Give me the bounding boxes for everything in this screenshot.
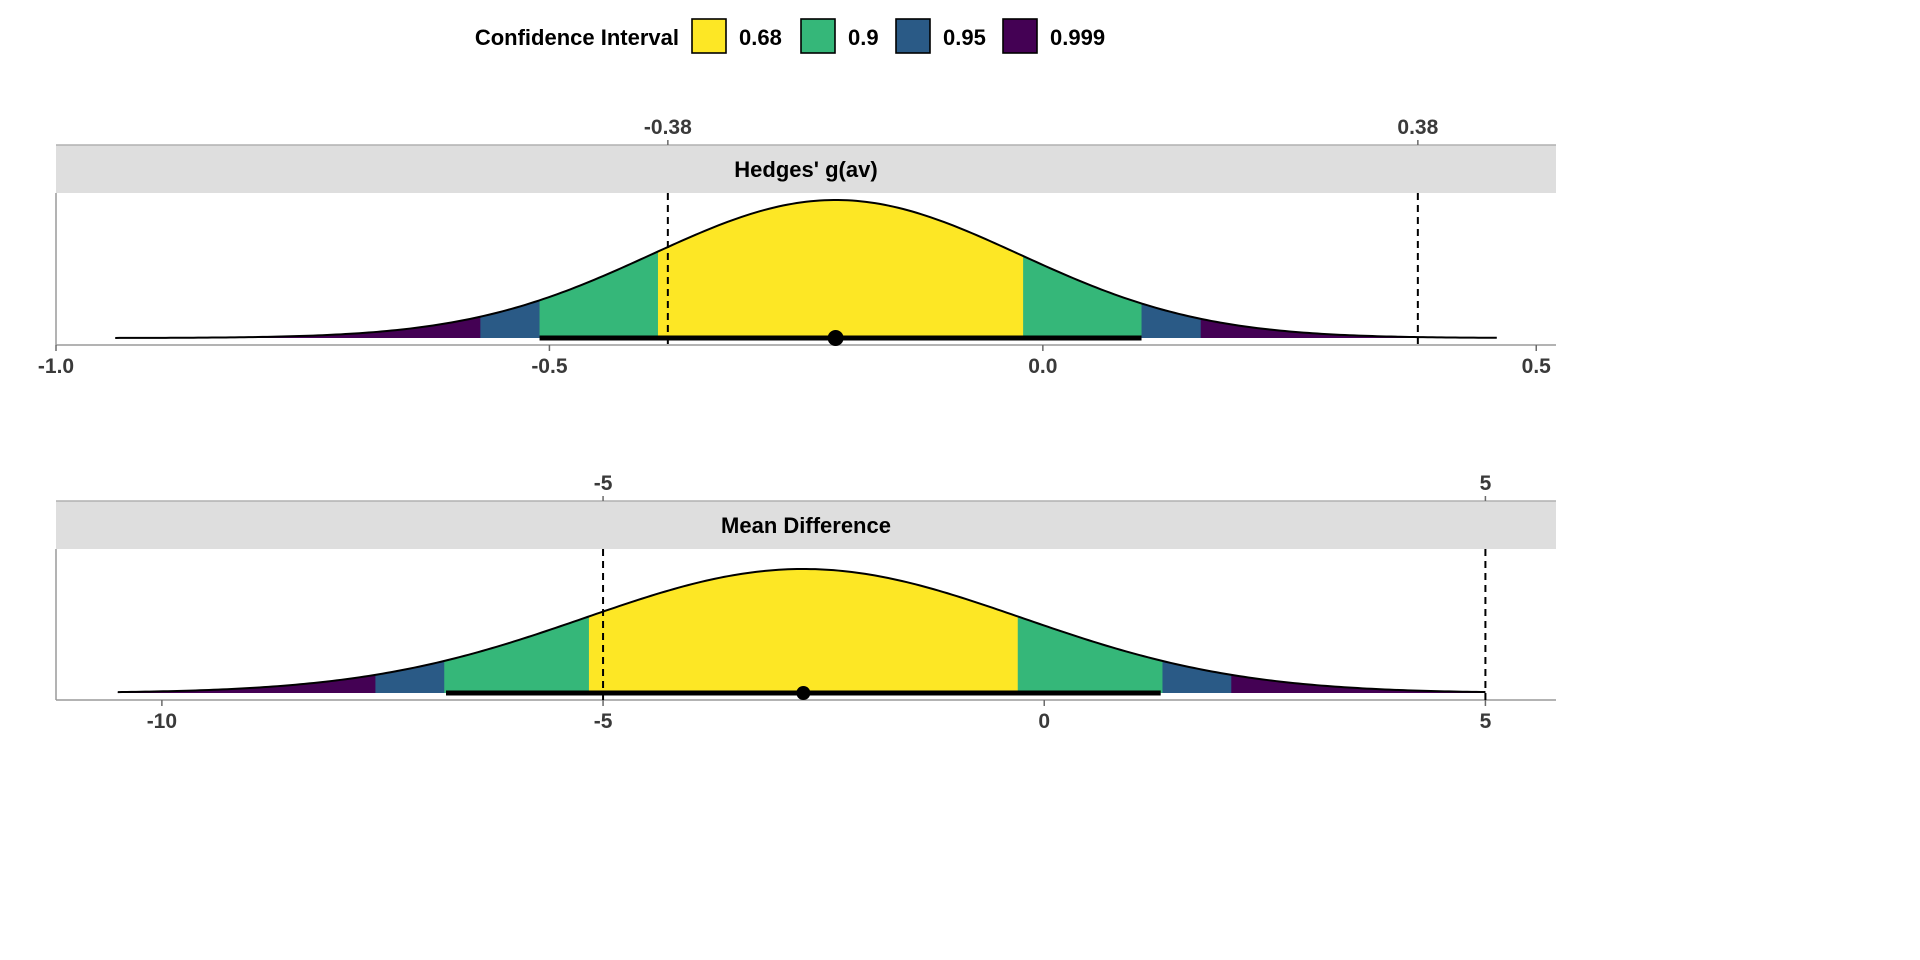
panels: Hedges' g(av) -1.0 -0.5 0.0 0.5 -0.38 0.38 Mean… xyxy=(38,116,1556,733)
panel-1: Mean Difference -10 -5 0 5 -5 5 xyxy=(55,472,1556,733)
strip-label: Mean Difference xyxy=(721,513,891,538)
secondary-tick-label-0: -5 xyxy=(594,472,613,495)
legend-key-3 xyxy=(1002,18,1038,54)
legend: Confidence Interval 0.68 0.9 0.95 0.999 xyxy=(475,18,1105,54)
legend-label-0: 0.68 xyxy=(739,25,782,50)
strip-background xyxy=(56,501,1556,549)
x-tick-label-1: -0.5 xyxy=(531,355,568,378)
equivalence-chart: Confidence Interval 0.68 0.9 0.95 0.999 Hed… xyxy=(38,18,1556,733)
legend-key-0 xyxy=(691,18,727,54)
x-tick-label-0: -10 xyxy=(147,710,177,733)
ci-band-0_68 xyxy=(588,569,1018,693)
legend-label-3: 0.999 xyxy=(1050,25,1105,50)
legend-key-1 xyxy=(800,18,836,54)
secondary-tick-label-1: 0.38 xyxy=(1397,116,1438,139)
strip-background xyxy=(56,145,1556,193)
ci-band-0_68 xyxy=(657,200,1024,338)
legend-key-2 xyxy=(895,18,931,54)
strip-label: Hedges' g(av) xyxy=(734,157,877,182)
panel-0: Hedges' g(av) -1.0 -0.5 0.0 0.5 -0.38 0.38 xyxy=(38,116,1556,378)
x-tick-label-3: 5 xyxy=(1480,710,1492,733)
legend-title: Confidence Interval xyxy=(475,25,679,50)
x-tick-label-1: -5 xyxy=(594,710,613,733)
secondary-tick-label-1: 5 xyxy=(1480,472,1492,495)
point-estimate xyxy=(827,330,844,346)
density-curve xyxy=(117,567,1486,694)
x-tick-label-3: 0.5 xyxy=(1522,355,1552,378)
x-tick-label-0: -1.0 xyxy=(38,355,74,378)
legend-label-1: 0.9 xyxy=(848,25,879,50)
density-curve xyxy=(115,199,1497,339)
legend-label-2: 0.95 xyxy=(943,25,986,50)
secondary-tick-label-0: -0.38 xyxy=(644,116,692,139)
x-tick-label-2: 0 xyxy=(1038,710,1050,733)
point-estimate xyxy=(796,686,811,700)
x-tick-label-2: 0.0 xyxy=(1028,355,1057,378)
